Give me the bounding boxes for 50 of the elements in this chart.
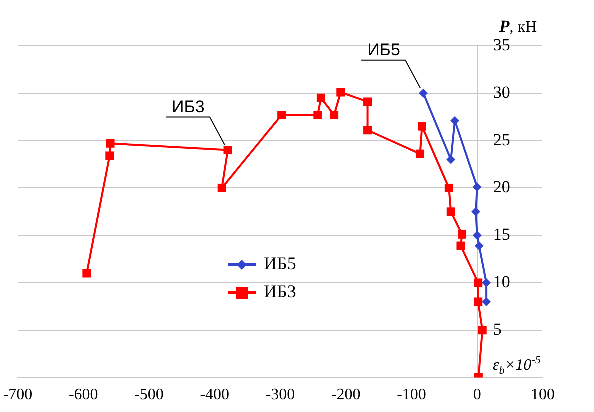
point: [474, 298, 483, 306]
point: [316, 94, 326, 102]
point: [364, 126, 372, 135]
y-tick-label: 15: [493, 225, 510, 244]
point: [450, 116, 460, 126]
y-axis-title: P, кН: [498, 17, 538, 36]
y-tick-label: 5: [493, 320, 502, 339]
x-tick-label: -400: [200, 386, 230, 404]
x-tick-label: -700: [3, 386, 33, 404]
point: [218, 184, 226, 192]
point: [330, 110, 339, 120]
x-tick-label: -200: [331, 386, 361, 404]
point: [472, 207, 481, 216]
legend-label: ИБ3: [264, 282, 296, 302]
point: [446, 208, 456, 216]
point: [224, 146, 232, 155]
point: [458, 230, 467, 239]
point: [474, 278, 483, 288]
y-tick-label: 35: [493, 35, 510, 54]
point: [314, 110, 322, 120]
x-tick-label: -300: [266, 386, 296, 404]
point: [474, 242, 484, 251]
point: [472, 231, 482, 240]
x-tick-label: -600: [68, 386, 98, 404]
point: [482, 297, 492, 306]
point: [444, 184, 454, 192]
x-tick-label: 100: [531, 386, 555, 404]
point: [278, 110, 286, 120]
y-tick-label: 25: [493, 130, 510, 150]
point: [364, 98, 372, 106]
point: [419, 88, 428, 98]
annotation: ИБ5: [368, 40, 400, 60]
y-tick-label: 30: [493, 82, 510, 102]
point: [416, 150, 425, 158]
y-tick-label: 10: [493, 272, 510, 292]
y-tick-label: 20: [493, 178, 510, 197]
point: [106, 139, 115, 148]
x-tick-label: -100: [397, 386, 426, 404]
point: [82, 269, 92, 278]
x-tick-label: -500: [134, 386, 164, 404]
point: [478, 326, 487, 335]
annotation: ИБ3: [172, 97, 205, 116]
point: [336, 88, 346, 97]
legend-label: ИБ5: [264, 254, 296, 274]
point: [418, 122, 426, 131]
point: [106, 152, 114, 160]
point: [472, 182, 482, 192]
point: [482, 278, 492, 288]
point: [456, 242, 466, 250]
x-tick-label: 0: [473, 386, 482, 404]
